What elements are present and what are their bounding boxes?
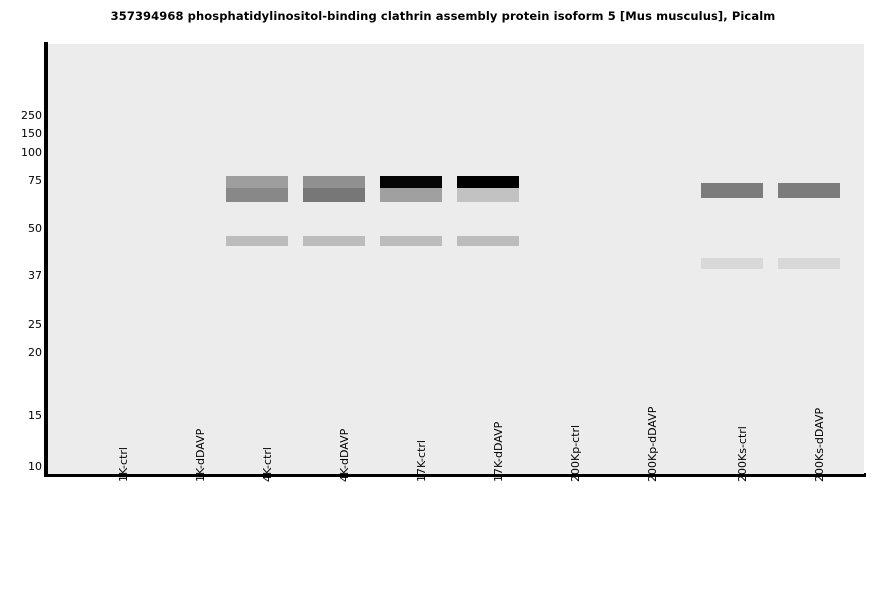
y-tick-15: 15 — [28, 409, 42, 422]
y-tick-10: 10 — [28, 460, 42, 473]
x-tick-17K-dDAVP: 17K-dDAVP — [492, 421, 505, 482]
y-tick-50: 50 — [28, 222, 42, 235]
x-axis-line — [44, 473, 866, 477]
x-tick-4K-dDAVP: 4K-dDAVP — [338, 428, 351, 482]
y-tick-20: 20 — [28, 346, 42, 359]
y-tick-150: 150 — [21, 127, 42, 140]
x-tick-200Ks-dDAVP: 200Ks-dDAVP — [813, 407, 826, 482]
x-tick-200Kp-ctrl: 200Kp-ctrl — [569, 424, 582, 482]
band-17K-ctrl-45kda — [380, 236, 442, 246]
band-4K-ctrl-66kda — [226, 188, 288, 202]
band-200Ks-ctrl-38kda — [701, 258, 763, 269]
band-17K-dDAVP-66kda — [457, 188, 519, 202]
band-4K-dDAVP-45kda — [303, 236, 365, 246]
band-200Ks-ctrl-68kda — [701, 183, 763, 198]
band-17K-ctrl-66kda — [380, 188, 442, 202]
x-tick-1K-dDAVP: 1K-dDAVP — [194, 428, 207, 482]
y-tick-75: 75 — [28, 174, 42, 187]
band-4K-dDAVP-72kda — [303, 176, 365, 188]
band-4K-ctrl-45kda — [226, 236, 288, 246]
y-tick-250: 250 — [21, 109, 42, 122]
band-4K-dDAVP-66kda — [303, 188, 365, 202]
band-17K-ctrl-72kda — [380, 176, 442, 188]
x-tick-200Kp-dDAVP: 200Kp-dDAVP — [646, 406, 659, 482]
x-tick-1K-ctrl: 1K-ctrl — [117, 447, 130, 482]
x-tick-4K-ctrl: 4K-ctrl — [261, 447, 274, 482]
y-axis-line — [44, 42, 48, 476]
figure-title: 357394968 phosphatidylinositol-binding c… — [110, 9, 776, 23]
y-tick-100: 100 — [21, 146, 42, 159]
band-200Ks-dDAVP-68kda — [778, 183, 840, 198]
y-tick-25: 25 — [28, 318, 42, 331]
band-4K-ctrl-72kda — [226, 176, 288, 188]
band-200Ks-dDAVP-38kda — [778, 258, 840, 269]
x-tick-200Ks-ctrl: 200Ks-ctrl — [736, 426, 749, 482]
band-17K-dDAVP-45kda — [457, 236, 519, 246]
x-tick-17K-ctrl: 17K-ctrl — [415, 440, 428, 482]
y-axis-tick-labels: 250 150 100 75 50 37 25 20 15 10 — [4, 0, 42, 595]
band-17K-dDAVP-72kda — [457, 176, 519, 188]
y-tick-37: 37 — [28, 269, 42, 282]
